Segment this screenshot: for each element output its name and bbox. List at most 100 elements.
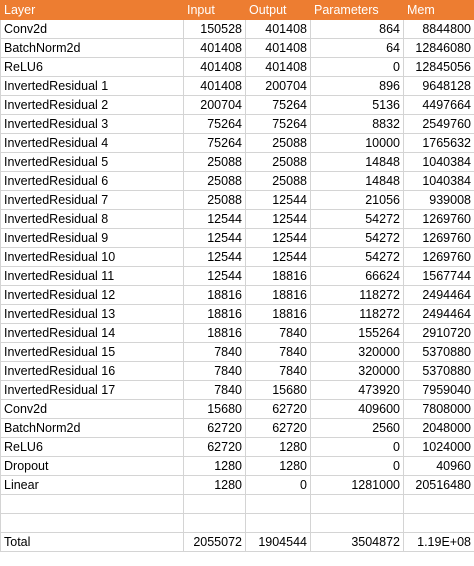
value-cell[interactable]: 1269760: [403, 228, 474, 248]
value-cell[interactable]: 12544: [183, 266, 246, 286]
value-cell[interactable]: 200704: [183, 95, 246, 115]
value-cell[interactable]: 1040384: [403, 171, 474, 191]
value-cell[interactable]: 14848: [310, 171, 404, 191]
value-cell[interactable]: 20516480: [403, 475, 474, 495]
value-cell[interactable]: 7840: [183, 380, 246, 400]
layer-name-cell[interactable]: InvertedResidual 16: [0, 361, 184, 381]
value-cell[interactable]: 66624: [310, 266, 404, 286]
layer-name-cell[interactable]: Conv2d: [0, 399, 184, 419]
value-cell[interactable]: 25088: [245, 152, 311, 172]
value-cell[interactable]: 2494464: [403, 285, 474, 305]
value-cell[interactable]: 155264: [310, 323, 404, 343]
value-cell[interactable]: 25088: [245, 171, 311, 191]
value-cell[interactable]: 473920: [310, 380, 404, 400]
value-cell[interactable]: 118272: [310, 304, 404, 324]
value-cell[interactable]: 21056: [310, 190, 404, 210]
value-cell[interactable]: 64: [310, 38, 404, 58]
value-cell[interactable]: 401408: [183, 57, 246, 77]
value-cell[interactable]: 62720: [183, 437, 246, 457]
value-cell[interactable]: 409600: [310, 399, 404, 419]
value-cell[interactable]: 9648128: [403, 76, 474, 96]
value-cell[interactable]: 2560: [310, 418, 404, 438]
value-cell[interactable]: 18816: [245, 266, 311, 286]
column-header[interactable]: Mem: [403, 0, 474, 20]
value-cell[interactable]: 12544: [183, 209, 246, 229]
empty-cell[interactable]: [0, 513, 184, 533]
layer-name-cell[interactable]: Total: [0, 532, 184, 552]
value-cell[interactable]: 18816: [245, 304, 311, 324]
value-cell[interactable]: 320000: [310, 361, 404, 381]
value-cell[interactable]: 12544: [183, 247, 246, 267]
value-cell[interactable]: 864: [310, 19, 404, 39]
empty-cell[interactable]: [183, 513, 246, 533]
value-cell[interactable]: 7959040: [403, 380, 474, 400]
value-cell[interactable]: 0: [310, 456, 404, 476]
layer-name-cell[interactable]: InvertedResidual 13: [0, 304, 184, 324]
layer-name-cell[interactable]: InvertedResidual 5: [0, 152, 184, 172]
layer-name-cell[interactable]: InvertedResidual 12: [0, 285, 184, 305]
value-cell[interactable]: 2494464: [403, 304, 474, 324]
value-cell[interactable]: 896: [310, 76, 404, 96]
layer-name-cell[interactable]: InvertedResidual 3: [0, 114, 184, 134]
value-cell[interactable]: 5136: [310, 95, 404, 115]
layer-name-cell[interactable]: InvertedResidual 9: [0, 228, 184, 248]
column-header[interactable]: Layer: [0, 0, 184, 20]
value-cell[interactable]: 1567744: [403, 266, 474, 286]
value-cell[interactable]: 75264: [245, 95, 311, 115]
value-cell[interactable]: 18816: [183, 323, 246, 343]
value-cell[interactable]: 25088: [183, 152, 246, 172]
value-cell[interactable]: 62720: [245, 399, 311, 419]
layer-name-cell[interactable]: Dropout: [0, 456, 184, 476]
value-cell[interactable]: 7840: [183, 361, 246, 381]
value-cell[interactable]: 150528: [183, 19, 246, 39]
layer-name-cell[interactable]: InvertedResidual 8: [0, 209, 184, 229]
value-cell[interactable]: 18816: [183, 304, 246, 324]
value-cell[interactable]: 10000: [310, 133, 404, 153]
empty-cell[interactable]: [245, 494, 311, 514]
value-cell[interactable]: 15680: [245, 380, 311, 400]
value-cell[interactable]: 1765632: [403, 133, 474, 153]
value-cell[interactable]: 25088: [183, 190, 246, 210]
layer-name-cell[interactable]: BatchNorm2d: [0, 418, 184, 438]
value-cell[interactable]: 1280: [183, 456, 246, 476]
value-cell[interactable]: 5370880: [403, 342, 474, 362]
layer-name-cell[interactable]: InvertedResidual 6: [0, 171, 184, 191]
value-cell[interactable]: 1280: [245, 456, 311, 476]
value-cell[interactable]: 200704: [245, 76, 311, 96]
value-cell[interactable]: 1269760: [403, 247, 474, 267]
value-cell[interactable]: 7840: [245, 361, 311, 381]
value-cell[interactable]: 25088: [245, 133, 311, 153]
value-cell[interactable]: 401408: [183, 76, 246, 96]
value-cell[interactable]: 2910720: [403, 323, 474, 343]
value-cell[interactable]: 1040384: [403, 152, 474, 172]
value-cell[interactable]: 75264: [245, 114, 311, 134]
empty-cell[interactable]: [245, 513, 311, 533]
value-cell[interactable]: 401408: [245, 57, 311, 77]
value-cell[interactable]: 62720: [183, 418, 246, 438]
layer-name-cell[interactable]: InvertedResidual 11: [0, 266, 184, 286]
layer-name-cell[interactable]: ReLU6: [0, 57, 184, 77]
layer-name-cell[interactable]: InvertedResidual 1: [0, 76, 184, 96]
value-cell[interactable]: 4497664: [403, 95, 474, 115]
value-cell[interactable]: 3504872: [310, 532, 404, 552]
empty-cell[interactable]: [0, 494, 184, 514]
value-cell[interactable]: 1.19E+08: [403, 532, 474, 552]
value-cell[interactable]: 118272: [310, 285, 404, 305]
column-header[interactable]: Parameters: [310, 0, 404, 20]
value-cell[interactable]: 1280: [245, 437, 311, 457]
value-cell[interactable]: 0: [245, 475, 311, 495]
value-cell[interactable]: 40960: [403, 456, 474, 476]
value-cell[interactable]: 12544: [245, 228, 311, 248]
value-cell[interactable]: 1904544: [245, 532, 311, 552]
empty-cell[interactable]: [183, 494, 246, 514]
layer-name-cell[interactable]: InvertedResidual 14: [0, 323, 184, 343]
value-cell[interactable]: 401408: [245, 19, 311, 39]
value-cell[interactable]: 8832: [310, 114, 404, 134]
value-cell[interactable]: 12846080: [403, 38, 474, 58]
value-cell[interactable]: 12544: [183, 228, 246, 248]
value-cell[interactable]: 8844800: [403, 19, 474, 39]
value-cell[interactable]: 7840: [245, 342, 311, 362]
value-cell[interactable]: 5370880: [403, 361, 474, 381]
value-cell[interactable]: 401408: [183, 38, 246, 58]
value-cell[interactable]: 12845056: [403, 57, 474, 77]
